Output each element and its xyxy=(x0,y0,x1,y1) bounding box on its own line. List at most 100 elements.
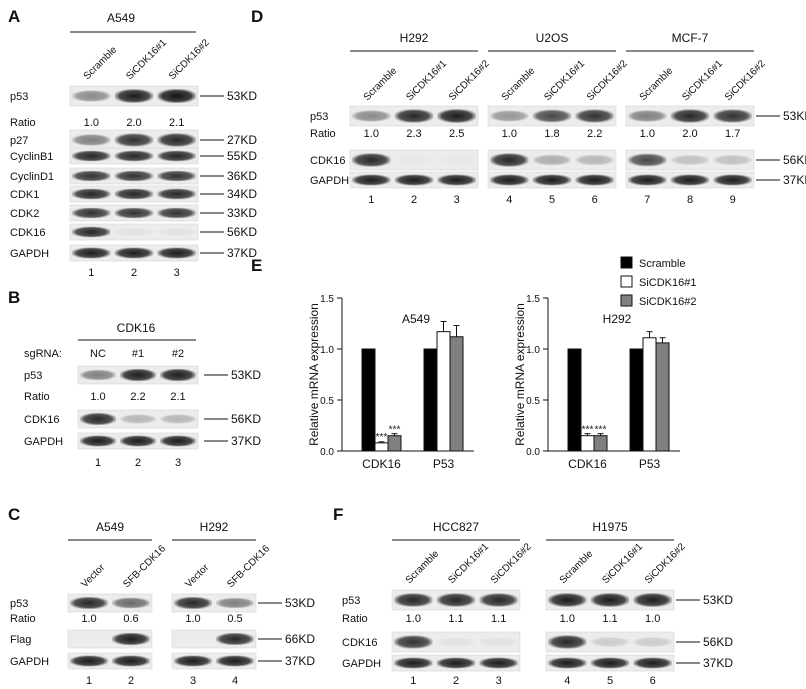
row-label: GAPDH xyxy=(10,656,49,668)
band xyxy=(70,655,108,667)
marker-label: 37KD xyxy=(285,654,315,668)
blot-p53 xyxy=(545,589,675,611)
lane-number: 1 xyxy=(86,675,92,687)
band xyxy=(72,134,111,146)
band xyxy=(174,655,212,667)
column-label: Vector xyxy=(79,562,107,590)
blot-p53 xyxy=(625,105,755,127)
column-label: SiCDK16#2 xyxy=(723,58,768,103)
band xyxy=(72,150,111,162)
column-label: SiCDK16#1 xyxy=(446,541,491,586)
chart-title: A549 xyxy=(402,312,430,326)
band xyxy=(114,89,154,103)
marker-label: 56KD xyxy=(231,412,261,426)
band xyxy=(80,369,116,381)
blot-p53 xyxy=(67,593,153,613)
band xyxy=(112,597,150,609)
ratio-value: 2.2 xyxy=(130,391,145,403)
ratio-value: 2.0 xyxy=(126,117,141,129)
lane-number: 1 xyxy=(410,675,416,687)
column-label: Scramble xyxy=(500,65,538,103)
column-label: SiCDK16#1 xyxy=(600,541,645,586)
lane-number: 4 xyxy=(564,675,570,687)
ratio-value: 0.6 xyxy=(123,613,138,625)
ratio-value: 1.8 xyxy=(544,128,559,140)
marker-label: 56KD xyxy=(703,635,733,649)
band xyxy=(157,247,196,259)
band xyxy=(216,655,254,667)
blot-p53 xyxy=(487,105,617,127)
ratio-value: 1.0 xyxy=(81,613,96,625)
marker-label: 56KD xyxy=(227,225,257,239)
band xyxy=(72,207,111,219)
band xyxy=(72,188,111,200)
panel-label-c: C xyxy=(8,505,20,524)
lane-number: 2 xyxy=(131,267,137,279)
ratio-label: Ratio xyxy=(10,613,36,625)
group-title: MCF-7 xyxy=(672,31,709,45)
marker-label: 36KD xyxy=(227,169,257,183)
lane-number: 4 xyxy=(232,675,238,687)
band xyxy=(120,414,156,424)
column-label: SiCDK16#2 xyxy=(167,37,212,82)
marker-label: 53KD xyxy=(703,593,733,607)
band xyxy=(670,109,710,123)
ratio-label: Ratio xyxy=(342,613,368,625)
column-label: #1 xyxy=(132,348,144,360)
row-label: p53 xyxy=(310,111,328,123)
ratio-value: 2.1 xyxy=(170,391,185,403)
band xyxy=(114,228,154,236)
legend-swatch xyxy=(620,275,633,288)
lane-number: 2 xyxy=(135,457,141,469)
band xyxy=(160,414,196,424)
marker-label: 37KD xyxy=(231,434,261,448)
ratio-label: Ratio xyxy=(10,117,36,129)
ratio-value: 2.3 xyxy=(406,128,421,140)
y-tick-label: 1.5 xyxy=(320,294,334,305)
ratio-value: 1.0 xyxy=(90,391,105,403)
legend-swatch xyxy=(620,294,633,307)
band xyxy=(590,593,630,607)
bar xyxy=(642,337,657,452)
column-label: SiCDK16#1 xyxy=(404,58,449,103)
bar xyxy=(629,348,644,452)
band xyxy=(114,188,154,200)
band xyxy=(633,593,672,607)
column-label: Scramble xyxy=(362,65,400,103)
panel-label-e: E xyxy=(251,256,262,275)
blot-cdk16 xyxy=(349,149,479,171)
band xyxy=(479,593,518,607)
band xyxy=(72,90,111,102)
lane-number: 3 xyxy=(190,675,196,687)
marker-label: 34KD xyxy=(227,187,257,201)
row-label: p53 xyxy=(24,370,42,382)
row-label: GAPDH xyxy=(24,436,63,448)
y-tick-label: 1.0 xyxy=(526,345,540,356)
lane-number: 2 xyxy=(411,194,417,206)
band xyxy=(713,155,752,165)
band xyxy=(548,635,587,649)
band xyxy=(157,170,196,182)
column-label: Scramble xyxy=(404,548,442,586)
row-label: CDK16 xyxy=(310,155,345,167)
band xyxy=(532,154,572,166)
band xyxy=(157,188,196,200)
row-label: CDK16 xyxy=(24,414,59,426)
blot-p53 xyxy=(77,365,199,385)
lane-number: 9 xyxy=(730,194,736,206)
column-label: SiCDK16#2 xyxy=(447,58,492,103)
band xyxy=(436,657,476,669)
band xyxy=(72,226,111,238)
band xyxy=(633,657,672,669)
x-tick-label: CDK16 xyxy=(362,457,401,471)
legend-label: SiCDK16#1 xyxy=(639,277,696,289)
row-label: CyclinB1 xyxy=(10,151,53,163)
ratio-label: Ratio xyxy=(310,128,336,140)
y-tick-label: 0.5 xyxy=(526,396,540,407)
ratio-value: 1.0 xyxy=(406,613,421,625)
bar xyxy=(449,336,464,452)
y-tick-label: 1.5 xyxy=(526,294,540,305)
lane-number: 4 xyxy=(506,194,512,206)
blot-p53 xyxy=(69,85,199,107)
